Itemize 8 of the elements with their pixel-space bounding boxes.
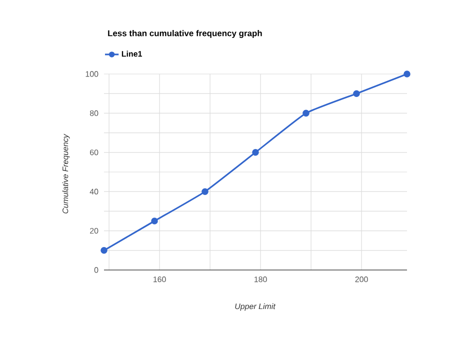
point bbox=[404, 70, 410, 78]
chart-title: Less than cumulative frequency graph bbox=[108, 30, 262, 38]
point bbox=[302, 110, 310, 117]
point bbox=[100, 247, 108, 254]
point bbox=[252, 149, 259, 156]
point bbox=[353, 90, 360, 97]
point bbox=[202, 188, 208, 195]
point bbox=[151, 218, 158, 224]
